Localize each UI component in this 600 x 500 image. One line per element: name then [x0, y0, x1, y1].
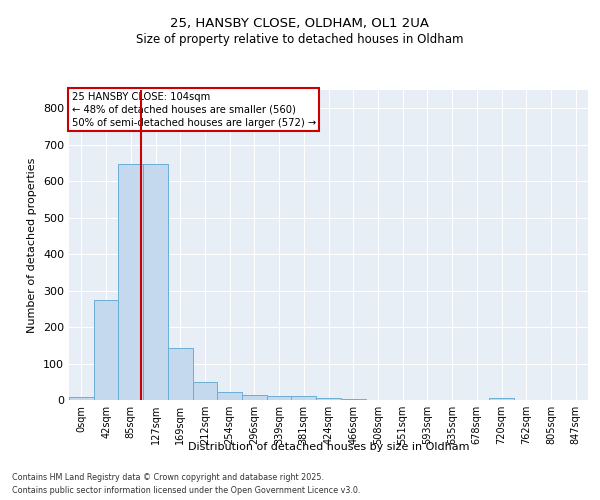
- Bar: [118, 164, 143, 400]
- Text: Distribution of detached houses by size in Oldham: Distribution of detached houses by size …: [188, 442, 470, 452]
- Bar: [267, 396, 292, 400]
- Text: 25, HANSBY CLOSE, OLDHAM, OL1 2UA: 25, HANSBY CLOSE, OLDHAM, OL1 2UA: [170, 18, 430, 30]
- Bar: [143, 164, 168, 400]
- Y-axis label: Number of detached properties: Number of detached properties: [28, 158, 37, 332]
- Bar: [69, 397, 94, 400]
- Text: Contains HM Land Registry data © Crown copyright and database right 2025.: Contains HM Land Registry data © Crown c…: [12, 472, 324, 482]
- Text: 25 HANSBY CLOSE: 104sqm
← 48% of detached houses are smaller (560)
50% of semi-d: 25 HANSBY CLOSE: 104sqm ← 48% of detache…: [71, 92, 316, 128]
- Bar: [316, 398, 341, 400]
- Bar: [193, 382, 217, 400]
- Bar: [94, 300, 118, 400]
- Text: Contains public sector information licensed under the Open Government Licence v3: Contains public sector information licen…: [12, 486, 361, 495]
- Bar: [217, 392, 242, 400]
- Bar: [168, 348, 193, 400]
- Bar: [489, 398, 514, 400]
- Bar: [292, 396, 316, 400]
- Bar: [242, 396, 267, 400]
- Text: Size of property relative to detached houses in Oldham: Size of property relative to detached ho…: [136, 32, 464, 46]
